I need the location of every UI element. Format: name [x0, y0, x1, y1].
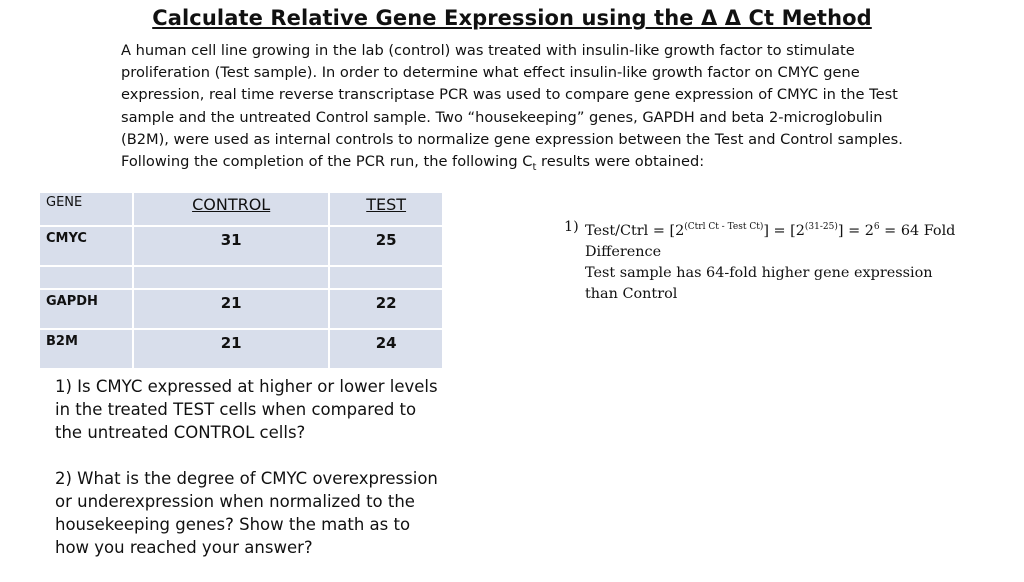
- table-empty-row: [40, 267, 442, 288]
- test-value: 22: [330, 290, 442, 328]
- answer-conclusion: Test sample has 64-fold higher gene expr…: [585, 264, 933, 302]
- gene-name: GAPDH: [40, 290, 132, 328]
- intro-subscript: t: [532, 161, 537, 173]
- gene-name: CMYC: [40, 227, 132, 265]
- formula-exponent: (31-25): [804, 222, 838, 232]
- table-header-row: GENE CONTROL TEST: [40, 193, 442, 225]
- table-row: GAPDH 21 22: [40, 290, 442, 328]
- test-value: 25: [330, 227, 442, 265]
- question-2: 2) What is the degree of CMYC overexpres…: [55, 469, 438, 557]
- answer-number: 1): [564, 219, 579, 235]
- answer-body: Test/Ctrl = [2(Ctrl Ct - Test Ct)] = [2(…: [585, 217, 964, 305]
- answer-formula: Test/Ctrl = [2(Ctrl Ct - Test Ct)] = [2(…: [585, 217, 964, 263]
- header-test: TEST: [330, 193, 442, 225]
- control-value: 31: [134, 227, 329, 265]
- formula-part: ] = [2: [763, 222, 805, 239]
- table-row: B2M 21 24: [40, 330, 442, 368]
- formula-part: ] = 2: [837, 222, 874, 239]
- formula-part: = 64 Fold Difference: [585, 222, 956, 260]
- header-control: CONTROL: [134, 193, 329, 225]
- answer-block: 1) Test/Ctrl = [2(Ctrl Ct - Test Ct)] = …: [564, 217, 964, 305]
- formula-part: Test/Ctrl = [2: [585, 222, 685, 239]
- formula-exponent: 6: [873, 222, 880, 232]
- page-title: Calculate Relative Gene Expression using…: [152, 6, 872, 30]
- ct-results-table: GENE CONTROL TEST CMYC 31 25 GAPDH 21 22…: [38, 191, 444, 370]
- control-value: 21: [134, 290, 329, 328]
- formula-exponent: (Ctrl Ct - Test Ct): [684, 222, 764, 232]
- intro-text: A human cell line growing in the lab (co…: [121, 42, 903, 171]
- questions-block: 1) Is CMYC expressed at higher or lower …: [55, 375, 440, 582]
- gene-name: B2M: [40, 330, 132, 368]
- header-gene: GENE: [40, 193, 132, 225]
- question-1: 1) Is CMYC expressed at higher or lower …: [55, 377, 438, 442]
- empty-cell: [330, 267, 442, 288]
- control-value: 21: [134, 330, 329, 368]
- test-value: 24: [330, 330, 442, 368]
- table-row: CMYC 31 25: [40, 227, 442, 265]
- empty-cell: [40, 267, 132, 288]
- intro-paragraph: A human cell line growing in the lab (co…: [121, 40, 911, 179]
- empty-cell: [134, 267, 329, 288]
- intro-tail: results were obtained:: [536, 153, 705, 171]
